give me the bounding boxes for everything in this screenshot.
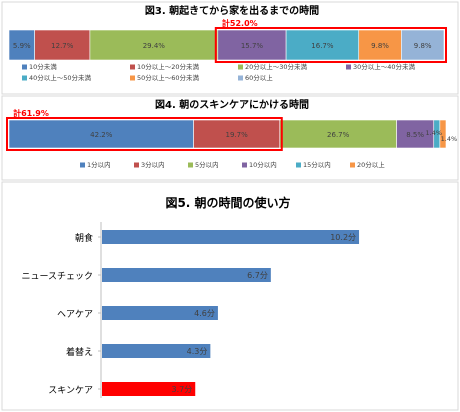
data-label: 26.7% [327, 131, 350, 139]
chart-title: 図5. 朝の時間の使い方 [165, 195, 290, 210]
legend-label: 60分以上 [245, 73, 273, 82]
data-label: 8.5% [406, 131, 424, 139]
data-label: 1.4% [441, 135, 458, 143]
legend-label: 1分以内 [87, 160, 111, 169]
bar-segment [89, 29, 219, 61]
bar [102, 268, 271, 282]
legend-swatch [188, 162, 193, 168]
legend-swatch [346, 64, 351, 70]
bar [102, 306, 218, 320]
bar-segment [8, 29, 35, 61]
legend-label: 10分以内 [249, 160, 277, 169]
legend-swatch [350, 162, 355, 168]
panel-frame [1, 181, 459, 411]
legend-swatch [130, 75, 135, 81]
category-label: ヘアケア [57, 309, 93, 320]
data-label: 15.7% [241, 42, 264, 50]
category-label: スキンケア [48, 385, 93, 396]
data-label: 16.7% [311, 42, 334, 50]
legend-swatch [296, 162, 301, 168]
legend-swatch [238, 64, 243, 70]
bar [102, 382, 196, 396]
chart-title: 図3. 朝起きてから家を出るまでの時間 [145, 4, 319, 17]
legend-label: 10分未満 [29, 62, 57, 71]
data-label: 5.9% [13, 42, 31, 50]
legend-label: 10分以上～20分未満 [137, 62, 200, 71]
bar-segment [8, 119, 194, 149]
legend-swatch [242, 162, 247, 168]
category-label: 着替え [66, 346, 93, 358]
bar-segment [401, 29, 445, 61]
legend-swatch [130, 64, 135, 70]
bar-segment [358, 29, 402, 61]
highlight-box [6, 117, 283, 151]
legend-label: 20分以上～30分未満 [245, 62, 308, 71]
legend-label: 5分以内 [195, 160, 219, 169]
category-label: 朝食 [75, 232, 93, 244]
legend-label: 40分以上～50分未満 [29, 73, 92, 82]
legend-swatch [80, 162, 85, 168]
legend-swatch [238, 75, 243, 81]
highlight-label: 計52.0% [222, 18, 258, 28]
data-label: 10.2分 [330, 233, 356, 242]
data-label: 1.4% [426, 129, 443, 137]
bar-segment [217, 29, 287, 61]
bar-segment [279, 119, 397, 149]
legend-label: 15分以内 [303, 160, 331, 169]
chart-panel-fig3: 図3. 朝起きてから家を出るまでの時間 5.9% 12.7% 29.4% 15.7% 16… [1, 1, 459, 95]
data-label: 4.6分 [194, 309, 215, 318]
category-label: ニュースチェック [21, 271, 93, 282]
legend-label: 20分以上 [357, 160, 385, 169]
legend-label: 3分以内 [141, 160, 165, 169]
data-label: 6.7分 [247, 271, 268, 280]
bar-segment [285, 29, 360, 61]
data-label: 19.7% [226, 131, 249, 139]
data-label: 3.7分 [172, 385, 193, 394]
legend-label: 30分以上～40分未満 [353, 62, 416, 71]
legend-swatch [22, 64, 27, 70]
data-label: 4.3分 [187, 347, 208, 356]
data-label: 9.8% [371, 42, 389, 50]
legend-label: 50分以上～60分未満 [137, 73, 200, 82]
chart-title: 図4. 朝のスキンケアにかける時間 [155, 98, 309, 111]
bar-segment [34, 29, 91, 61]
highlight-label: 計61.9% [13, 108, 49, 118]
highlight-box [214, 27, 447, 63]
legend-swatch [22, 75, 27, 81]
bar-segment [396, 119, 435, 149]
bar-segment [439, 119, 447, 149]
legend-swatch [134, 162, 139, 168]
data-label: 12.7% [51, 42, 74, 50]
bar-segment [193, 119, 281, 149]
data-label: 9.8% [414, 42, 432, 50]
data-label: 29.4% [143, 42, 166, 50]
data-label: 42.2% [90, 131, 113, 139]
bar [102, 230, 360, 244]
bar [102, 344, 211, 358]
